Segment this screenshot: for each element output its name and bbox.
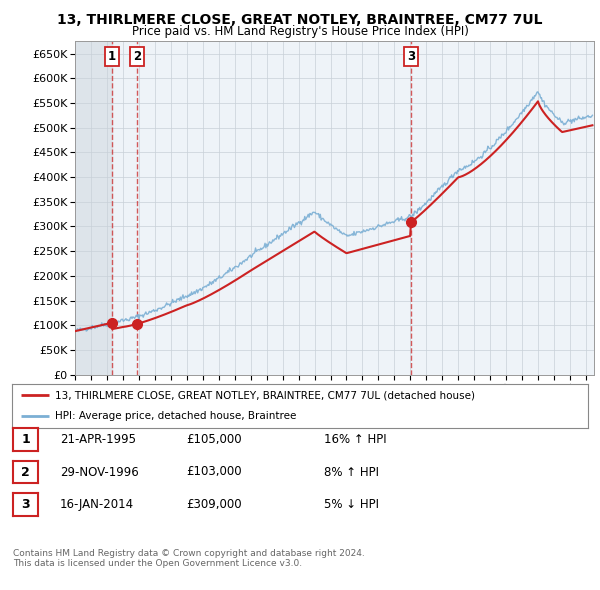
Text: 16-JAN-2014: 16-JAN-2014 xyxy=(60,498,134,511)
Text: 5% ↓ HPI: 5% ↓ HPI xyxy=(324,498,379,511)
Text: 16% ↑ HPI: 16% ↑ HPI xyxy=(324,433,386,446)
Text: £103,000: £103,000 xyxy=(186,466,242,478)
Text: £105,000: £105,000 xyxy=(186,433,242,446)
Text: 2: 2 xyxy=(133,50,142,63)
Text: Contains HM Land Registry data © Crown copyright and database right 2024.: Contains HM Land Registry data © Crown c… xyxy=(13,549,365,558)
Text: Price paid vs. HM Land Registry's House Price Index (HPI): Price paid vs. HM Land Registry's House … xyxy=(131,25,469,38)
Text: 13, THIRLMERE CLOSE, GREAT NOTLEY, BRAINTREE, CM77 7UL (detached house): 13, THIRLMERE CLOSE, GREAT NOTLEY, BRAIN… xyxy=(55,391,475,401)
Text: 1: 1 xyxy=(108,50,116,63)
Text: 8% ↑ HPI: 8% ↑ HPI xyxy=(324,466,379,478)
Text: HPI: Average price, detached house, Braintree: HPI: Average price, detached house, Brai… xyxy=(55,411,296,421)
Text: 29-NOV-1996: 29-NOV-1996 xyxy=(60,466,139,478)
Text: 13, THIRLMERE CLOSE, GREAT NOTLEY, BRAINTREE, CM77 7UL: 13, THIRLMERE CLOSE, GREAT NOTLEY, BRAIN… xyxy=(57,13,543,27)
Text: This data is licensed under the Open Government Licence v3.0.: This data is licensed under the Open Gov… xyxy=(13,559,302,568)
Text: 3: 3 xyxy=(22,498,30,511)
Text: 21-APR-1995: 21-APR-1995 xyxy=(60,433,136,446)
Text: 3: 3 xyxy=(407,50,415,63)
Text: £309,000: £309,000 xyxy=(186,498,242,511)
Text: 1: 1 xyxy=(22,433,30,446)
Text: 2: 2 xyxy=(22,466,30,478)
